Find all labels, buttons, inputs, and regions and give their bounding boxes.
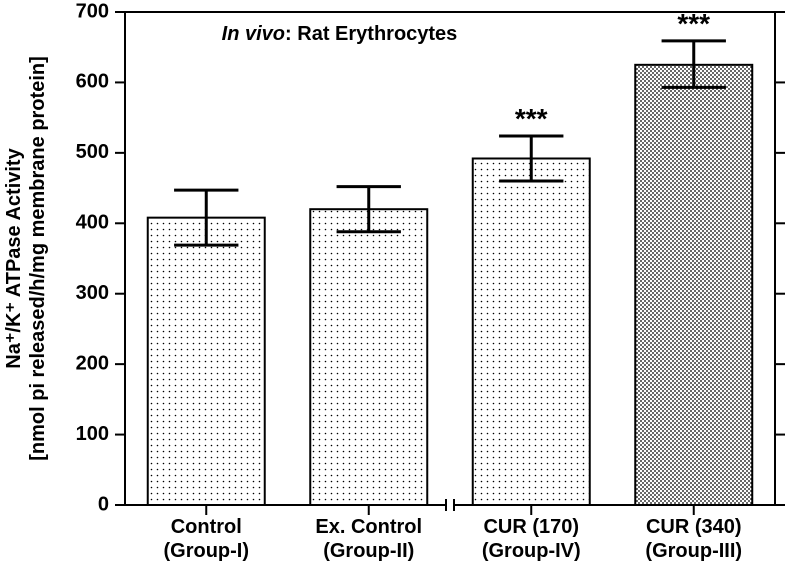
y-tick-label: 500 [76,141,109,163]
y-axis-label-line2: [nmol pi released/h/mg membrane protein] [27,56,49,461]
y-tick-label: 100 [76,423,109,445]
category-label-line2: (Group-II) [323,540,414,562]
y-tick-label: 200 [76,352,109,374]
significance-marker: *** [677,8,710,39]
category-label-line1: CUR (340) [646,516,742,538]
category-label-line1: CUR (170) [483,516,579,538]
category-label-line2: (Group-I) [163,540,249,562]
y-tick-label: 300 [76,282,109,304]
y-tick-label: 600 [76,71,109,93]
chart-container: 0 100 200 300 400 500 600 700 Control(Group-I) Ex… [0,0,789,586]
y-tick-label: 700 [76,0,109,22]
category-label-line2: (Group-III) [645,540,742,562]
category-label-line2: (Group-IV) [482,540,581,562]
significance-marker: *** [515,103,548,134]
category-label-line1: Control [171,516,242,538]
bar [635,65,752,505]
y-axis-label-line1: Na⁺/K⁺ ATPase Activity [3,147,25,368]
chart-svg: 0 100 200 300 400 500 600 700 Control(Group-I) Ex… [0,0,789,586]
bar [473,158,590,505]
y-tick-label: 400 [76,212,109,234]
y-tick-label: 0 [98,493,109,515]
bar [310,209,427,505]
bar [148,218,265,505]
category-label-line1: Ex. Control [315,516,422,538]
chart-subtitle: In vivo: Rat Erythrocytes [222,23,458,45]
